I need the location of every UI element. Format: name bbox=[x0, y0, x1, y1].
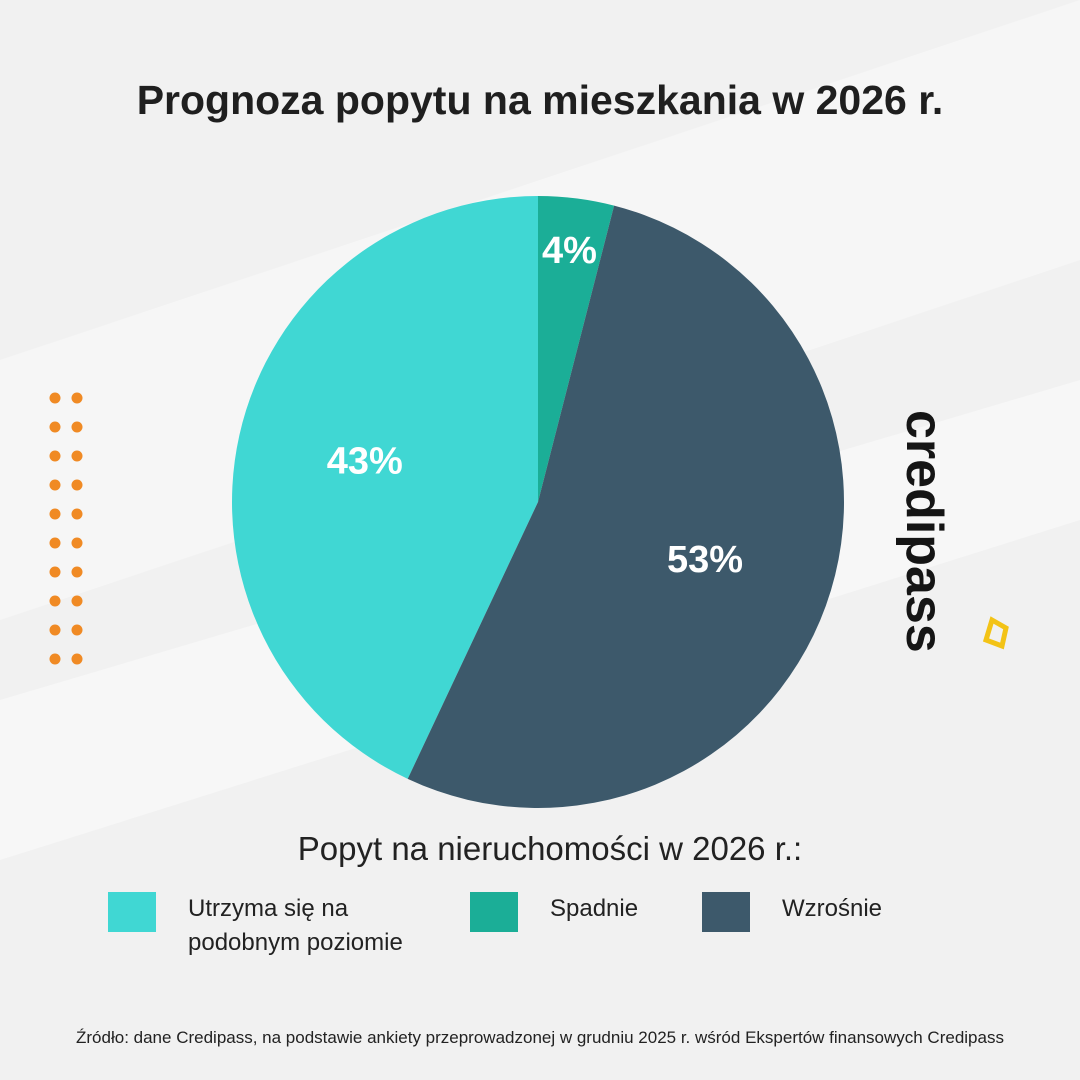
dot bbox=[71, 450, 83, 462]
legend-label: Wzrośnie bbox=[782, 895, 883, 922]
dot bbox=[49, 450, 61, 462]
logo-mark bbox=[982, 616, 1009, 650]
decoration-dots bbox=[49, 392, 83, 665]
dot bbox=[71, 566, 83, 578]
logo: credipass bbox=[895, 410, 953, 653]
dot bbox=[71, 537, 83, 549]
dot bbox=[49, 421, 61, 433]
dot bbox=[71, 595, 83, 607]
dot bbox=[71, 421, 83, 433]
dot bbox=[49, 566, 61, 578]
data-label: 53% bbox=[667, 539, 743, 581]
dot bbox=[71, 624, 83, 636]
dot bbox=[49, 537, 61, 549]
dot bbox=[49, 595, 61, 607]
dot bbox=[49, 392, 61, 404]
dot bbox=[71, 653, 83, 665]
legend-swatch bbox=[108, 892, 156, 932]
logo-text: credipass bbox=[895, 410, 953, 653]
dot bbox=[71, 479, 83, 491]
legend-item: Wzrośnie bbox=[702, 892, 982, 932]
legend-label: Utrzyma się na podobnym poziomie bbox=[188, 895, 403, 956]
dot bbox=[49, 653, 61, 665]
legend-title: Popyt na nieruchomości w 2026 r.: bbox=[297, 830, 803, 867]
legend-item: Utrzyma się na podobnym poziomie bbox=[108, 892, 448, 960]
pie: 43% 4% 53% bbox=[232, 196, 844, 809]
data-label: 4% bbox=[542, 230, 597, 272]
pie-slice bbox=[232, 196, 539, 779]
dot bbox=[49, 479, 61, 491]
chart-title: Prognoza popytu na mieszkania w 2026 r. bbox=[137, 77, 944, 123]
legend-swatch bbox=[702, 892, 750, 932]
source-note: Źródło: dane Credipass, na podstawie ank… bbox=[76, 1028, 1004, 1047]
dot bbox=[49, 624, 61, 636]
legend-item: Spadnie bbox=[470, 892, 710, 932]
dot bbox=[49, 508, 61, 520]
data-label: 43% bbox=[327, 440, 403, 482]
legend-swatch bbox=[470, 892, 518, 932]
pie-slice bbox=[407, 205, 844, 809]
pie-slice bbox=[538, 196, 615, 502]
dot bbox=[71, 392, 83, 404]
dot bbox=[71, 508, 83, 520]
legend-label: Spadnie bbox=[550, 895, 639, 922]
